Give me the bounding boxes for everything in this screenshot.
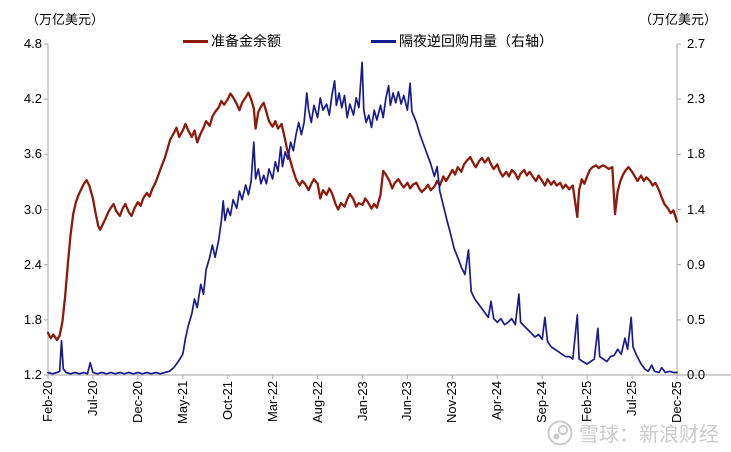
legend-item-overnight-rrp: 隔夜逆回购用量（右轴） [371,31,553,51]
legend-label-reserve-balance: 准备金余额 [211,33,281,49]
right-axis-tick-label: 0.5 [687,311,706,327]
right-axis-unit-label: （万亿美元） [638,12,717,27]
left-axis-tick-label: 3.6 [23,146,42,162]
x-axis-tick-label: Sep-24 [534,381,550,423]
right-axis-tick-label: 0.9 [687,256,706,272]
x-axis-tick-label: Oct-21 [219,381,235,421]
x-axis-tick-label: Dec-20 [129,381,145,423]
series-line-left [46,91,679,342]
right-axis-tick-label: 2.7 [687,36,706,51]
left-axis-tick-label: 2.4 [23,256,42,272]
x-axis-tick-label: Nov-23 [444,381,460,423]
x-axis-tick-label: Jul-20 [84,381,100,417]
left-axis-unit-label: （万亿美元） [26,12,105,27]
x-axis-tick-label: Mar-22 [264,381,280,423]
x-axis-tick-label: Feb-25 [579,381,595,423]
right-axis-tick-label: 1.8 [687,146,706,162]
right-axis-tick-label: 2.3 [687,91,706,107]
legend: 准备金余额 隔夜逆回购用量（右轴） [0,31,731,49]
legend-line-marker-red [183,39,208,43]
legend-label-overnight-rrp: 隔夜逆回购用量（右轴） [399,33,553,49]
x-axis-tick-label: Jul-25 [624,381,640,417]
left-axis-tick-label: 1.8 [23,311,42,327]
legend-item-reserve-balance: 准备金余额 [183,31,281,51]
x-axis-tick-label: Aug-22 [309,381,325,423]
right-axis-tick-label: 1.4 [687,201,706,217]
legend-line-marker-blue [371,39,396,43]
x-axis-tick-label: Jan-23 [354,381,370,421]
x-axis-tick-label: Feb-20 [40,381,55,423]
x-axis-tick-label: Jun-23 [399,381,415,421]
left-axis-tick-label: 1.2 [23,367,42,382]
left-axis-tick-label: 3.0 [23,201,42,217]
watermark-text: 雪球：新浪财经 [579,424,719,446]
x-axis-tick-label: Apr-24 [489,381,505,421]
left-axis-tick-label: 4.2 [23,91,42,107]
right-axis-tick-label: 0.0 [687,367,706,382]
series-line-right [47,61,678,375]
xueqiu-logo-icon [547,420,573,445]
watermark: 雪球：新浪财经 [547,418,719,447]
x-axis-tick-label: Dec-25 [669,381,684,423]
left-axis-tick-label: 4.8 [23,36,42,51]
x-axis-tick-label: May-21 [174,381,190,425]
